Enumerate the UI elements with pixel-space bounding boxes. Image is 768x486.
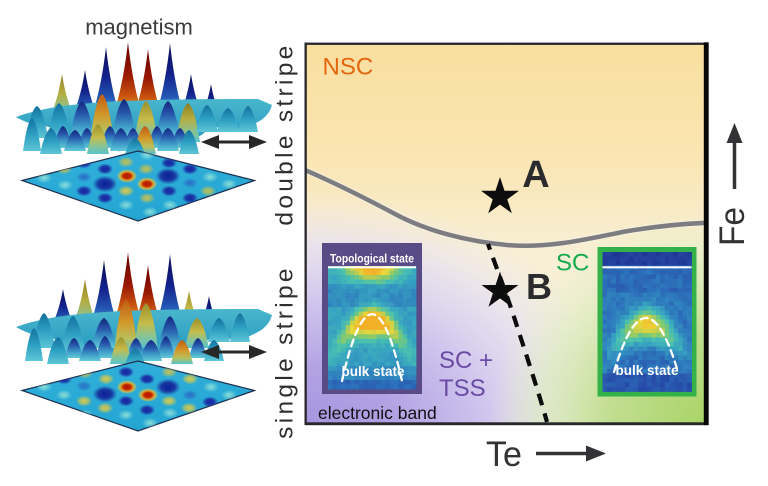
- svg-text:double stripe: double stripe: [272, 42, 299, 225]
- svg-text:SC: SC: [556, 250, 589, 277]
- svg-text:Topological state: Topological state: [330, 252, 414, 266]
- svg-text:Te: Te: [486, 435, 522, 474]
- svg-text:SC +: SC +: [439, 347, 493, 374]
- svg-text:Fe: Fe: [713, 207, 752, 246]
- svg-text:B: B: [526, 266, 552, 307]
- svg-text:A: A: [522, 154, 549, 196]
- svg-text:bulk state: bulk state: [615, 363, 679, 378]
- svg-text:NSC: NSC: [323, 53, 374, 80]
- svg-text:magnetism: magnetism: [85, 15, 193, 40]
- svg-text:single stripe: single stripe: [272, 265, 299, 439]
- svg-text:bulk state: bulk state: [341, 364, 405, 379]
- svg-text:TSS: TSS: [439, 375, 486, 402]
- svg-text:electronic band: electronic band: [318, 403, 437, 423]
